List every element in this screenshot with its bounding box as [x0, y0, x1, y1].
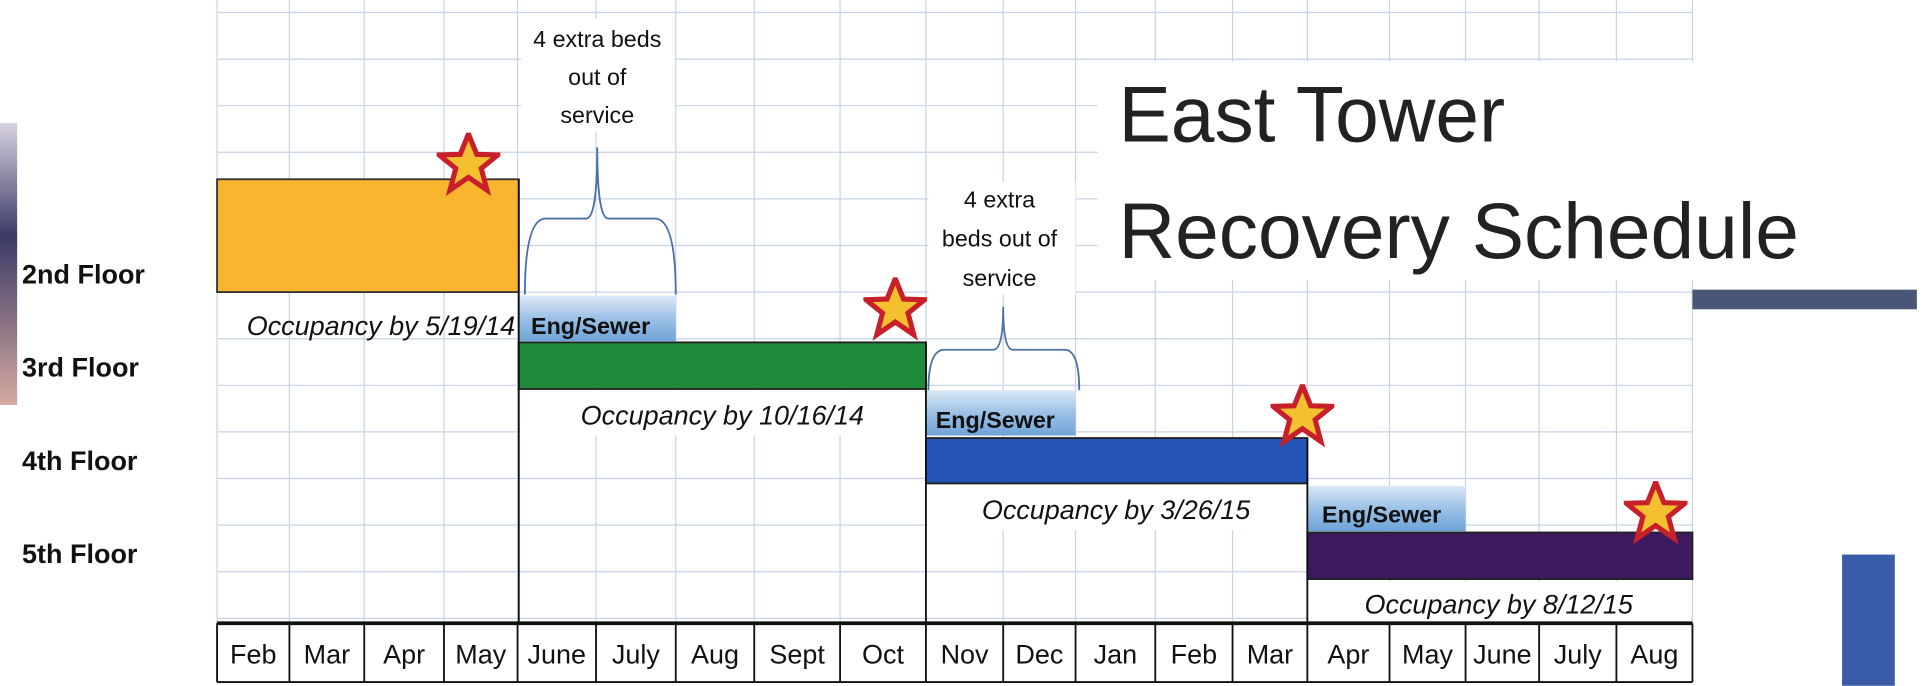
- title-line-1: East Tower: [1118, 70, 1505, 158]
- annotation-line: beds out of: [942, 226, 1058, 252]
- floor-label: 4th Floor: [22, 446, 138, 476]
- occupancy-label: Occupancy by 8/12/15: [1364, 589, 1633, 619]
- month-label: Mar: [304, 640, 350, 670]
- annotation-box: [928, 181, 1076, 295]
- milestone-star: [866, 279, 925, 335]
- occupancy-box: [927, 484, 1307, 531]
- month-label: July: [612, 640, 660, 670]
- month-label: Aug: [1630, 640, 1678, 670]
- month-label: Apr: [383, 640, 425, 670]
- eng-sewer-box: [1307, 485, 1466, 532]
- month-label: Oct: [862, 640, 904, 670]
- eng-sewer-label: Eng/Sewer: [1322, 502, 1441, 528]
- month-label: Nov: [941, 640, 989, 670]
- brace: [523, 147, 677, 295]
- floor-label: 2nd Floor: [22, 260, 145, 290]
- occupancy-box: [1308, 581, 1692, 624]
- right-decoration: [1692, 289, 1917, 310]
- title-line-2: Recovery Schedule: [1118, 187, 1798, 275]
- occupancy-label: Occupancy by 5/19/14: [247, 311, 515, 341]
- eng-sewer-box: [518, 295, 676, 342]
- month-label: June: [1473, 640, 1531, 670]
- floor-3-bar: [517, 341, 927, 390]
- annotation-line: 4 extra: [964, 186, 1035, 212]
- floor-label: 5th Floor: [22, 539, 138, 569]
- month-label: May: [1402, 640, 1453, 670]
- milestone-star: [1273, 385, 1332, 441]
- annotation-box: [521, 18, 675, 132]
- left-decoration: [0, 122, 18, 405]
- eng-sewer-label: Eng/Sewer: [936, 407, 1055, 433]
- month-label: Mar: [1247, 640, 1293, 670]
- floor-2-bar: [216, 178, 520, 294]
- month-label: Jan: [1094, 640, 1137, 670]
- annotation-line: service: [963, 265, 1037, 291]
- occupancy-label: Occupancy by 3/26/15: [982, 495, 1251, 525]
- brace: [927, 306, 1081, 391]
- floor-label: 3rd Floor: [22, 353, 139, 383]
- right-decoration: [1842, 554, 1895, 686]
- annotation-line: out of: [568, 64, 627, 90]
- axis-bg: [217, 623, 1693, 683]
- annotation-line: service: [560, 102, 634, 128]
- floor-4-bar: [925, 437, 1309, 485]
- month-label: Aug: [691, 640, 739, 670]
- title-box: [1097, 61, 1865, 280]
- occupancy-label: Occupancy by 10/16/14: [581, 401, 864, 431]
- month-label: May: [455, 640, 506, 670]
- month-axis: Feb Mar Apr May June July Aug Sept Oct Nov Dec Jan F…: [216, 621, 1694, 684]
- eng-sewer-label: Eng/Sewer: [531, 313, 650, 339]
- phase-dividers: [517, 179, 1309, 626]
- occupancy-box: [519, 390, 925, 436]
- month-label: Feb: [1171, 640, 1217, 670]
- month-label: Apr: [1327, 640, 1369, 670]
- eng-sewer-box: [925, 390, 1076, 436]
- milestone-star: [1626, 482, 1685, 538]
- month-label: July: [1554, 640, 1602, 670]
- month-label: Feb: [230, 640, 276, 670]
- floor-5-bar: [1306, 531, 1694, 581]
- month-label: Dec: [1015, 640, 1063, 670]
- month-label: June: [528, 640, 586, 670]
- annotation-line: 4 extra beds: [533, 26, 661, 52]
- month-label: Sept: [769, 640, 825, 670]
